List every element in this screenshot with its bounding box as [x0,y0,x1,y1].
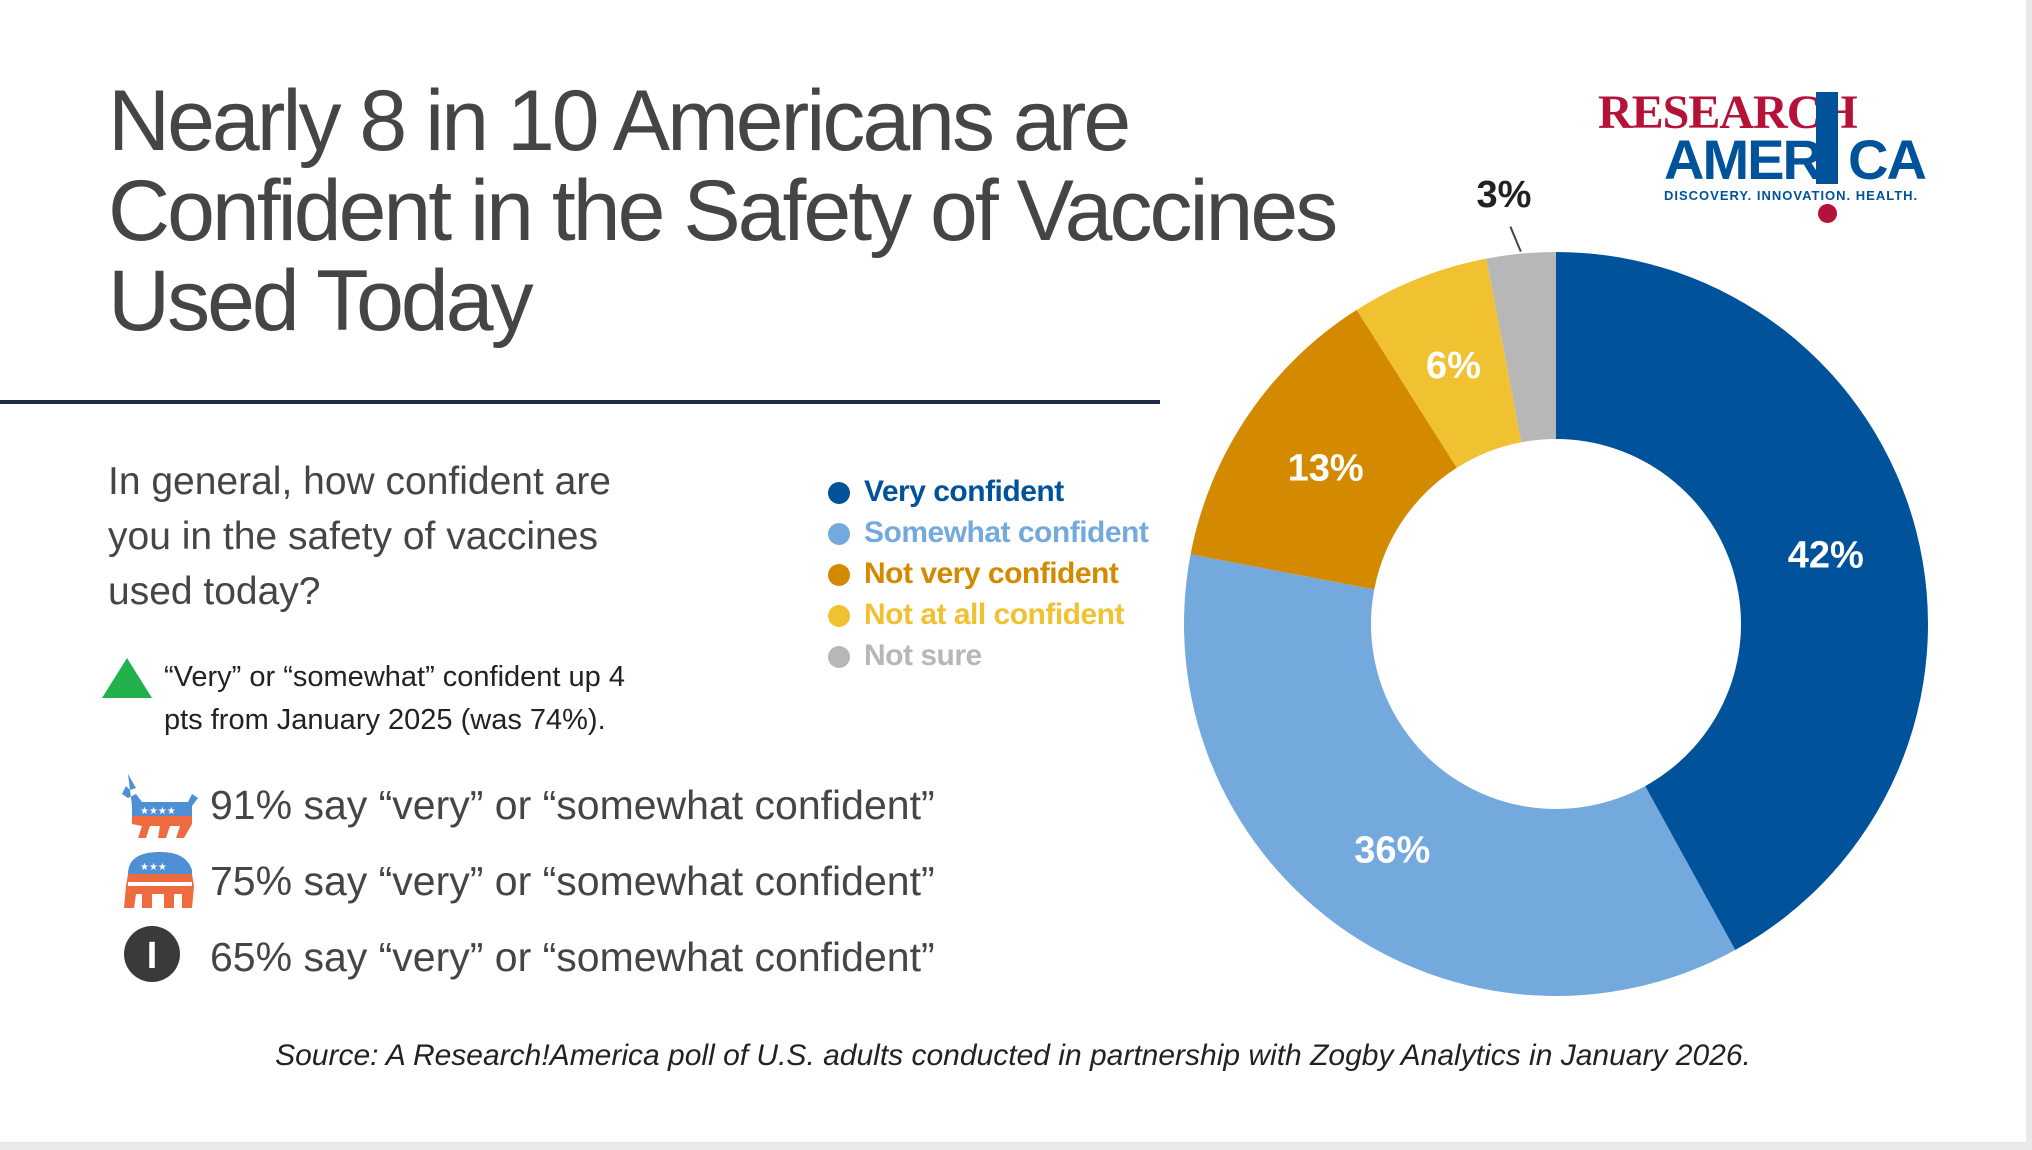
slice-leader-line [1509,226,1522,253]
research-america-logo: RESEARCH AMER CA DISCOVERY. INNOVATION. … [1598,88,1938,228]
logo-america-text: AMER CA [1664,128,1927,191]
legend-dot-icon [828,605,850,627]
logo-exclamation-dot [1818,204,1837,223]
slice-label: 3% [1476,174,1531,216]
independent-icon-letter: I [147,935,158,977]
change-note-line: pts from January 2025 (was 74%). [164,704,606,736]
donut-slice [1190,309,1457,590]
change-note-line: “Very” or “somewhat” confident up 4 [164,661,625,693]
question-line: used today? [108,570,321,613]
legend-label: Very confident [864,475,1064,508]
page-title: Nearly 8 in 10 Americans are Confident i… [108,76,1448,346]
donut-slice [1356,258,1522,468]
title-line: Confident in the Safety of Vaccines [108,163,1338,259]
slice-label: 13% [1288,447,1364,489]
donut-slice [1183,554,1736,996]
legend-item: Somewhat confident [828,511,1188,552]
legend-item: Not sure [828,634,1188,675]
logo-tagline: DISCOVERY. INNOVATION. HEALTH. [1664,188,1919,203]
legend-dot-icon [828,482,850,504]
legend-dot-icon [828,564,850,586]
slice-label: 42% [1788,535,1864,577]
party-stat-independent: I 65% say “very” or “somewhat confident” [122,924,1022,984]
legend-label: Not very confident [864,557,1119,590]
party-stat-democrat: ★★★★ 91% say “very” or “somewhat confide… [122,772,1022,838]
svg-text:★★★★: ★★★★ [140,806,176,817]
title-line: Nearly 8 in 10 Americans are [108,73,1131,169]
legend-item: Not very confident [828,552,1188,593]
legend-dot-icon [828,523,850,545]
survey-question: In general, how confident are you in the… [108,454,668,619]
chart-legend: Very confident Somewhat confident Not very… [828,470,1188,675]
logo-research-text: RESEARCH [1598,86,1858,139]
party-stat-text: 75% say “very” or “somewhat confident” [210,858,935,904]
slice-label: 6% [1426,345,1481,387]
legend-label: Somewhat confident [864,516,1149,549]
title-line: Used Today [108,253,534,349]
republican-elephant-icon: ★★★ [124,852,194,908]
triangle-up-icon [102,658,152,698]
title-divider [0,400,1160,404]
change-note-text: “Very” or “somewhat” confident up 4 pts … [164,656,724,742]
source-note: Source: A Research!America poll of U.S. … [275,1039,1751,1072]
donut-slice [1486,252,1556,443]
change-note: “Very” or “somewhat” confident up 4 pts … [102,656,722,746]
party-stat-text: 65% say “very” or “somewhat confident” [210,934,935,980]
legend-item: Very confident [828,470,1188,511]
party-stat-text: 91% say “very” or “somewhat confident” [210,782,935,828]
independent-i-icon: I [124,926,180,982]
democrat-donkey-icon: ★★★★ [122,774,198,838]
party-stat-republican: ★★★ 75% say “very” or “somewhat confiden… [122,848,1022,908]
question-line: you in the safety of vaccines [108,515,598,558]
legend-dot-icon [828,646,850,668]
slice-label: 36% [1354,829,1430,871]
question-line: In general, how confident are [108,460,612,503]
legend-item: Not at all confident [828,593,1188,634]
legend-label: Not at all confident [864,598,1125,631]
svg-text:★★★: ★★★ [140,862,167,873]
logo-exclamation-bar [1816,92,1838,184]
legend-label: Not sure [864,639,982,672]
donut-slice [1556,252,1928,950]
